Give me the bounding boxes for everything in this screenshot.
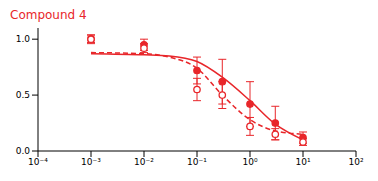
svg-text:10²: 10²: [348, 157, 363, 167]
svg-text:10⁻³: 10⁻³: [81, 157, 101, 167]
svg-text:0.0: 0.0: [16, 146, 31, 156]
svg-text:0.5: 0.5: [16, 90, 30, 100]
svg-text:1.0: 1.0: [16, 34, 31, 44]
html-text:Compound 4: Compound 4: [10, 8, 87, 22]
svg-text:10⁻¹: 10⁻¹: [187, 157, 207, 167]
svg-text:10⁻⁴: 10⁻⁴: [28, 157, 48, 167]
svg-text:10¹: 10¹: [295, 157, 310, 167]
svg-text:10⁻²: 10⁻²: [134, 157, 154, 167]
svg-text:10⁰: 10⁰: [242, 157, 257, 167]
